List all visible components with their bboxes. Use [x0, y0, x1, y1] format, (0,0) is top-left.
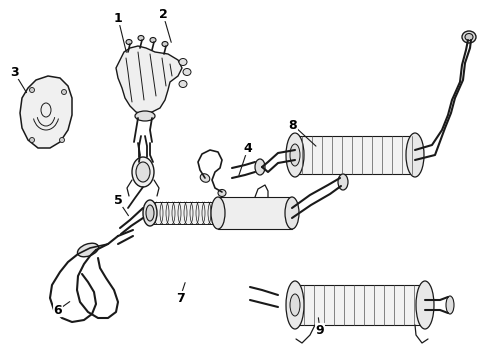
- Ellipse shape: [286, 133, 304, 177]
- Ellipse shape: [29, 138, 34, 143]
- Text: 8: 8: [289, 118, 297, 131]
- Ellipse shape: [136, 162, 150, 182]
- Polygon shape: [295, 136, 415, 174]
- Ellipse shape: [465, 33, 473, 41]
- Ellipse shape: [338, 174, 348, 190]
- Text: 2: 2: [159, 8, 168, 21]
- Polygon shape: [20, 76, 72, 148]
- Ellipse shape: [179, 81, 187, 87]
- Ellipse shape: [255, 159, 265, 175]
- Ellipse shape: [285, 197, 299, 229]
- Ellipse shape: [77, 243, 98, 257]
- Ellipse shape: [290, 294, 300, 316]
- Ellipse shape: [126, 40, 132, 45]
- Ellipse shape: [286, 281, 304, 329]
- Polygon shape: [218, 197, 292, 229]
- Ellipse shape: [462, 31, 476, 43]
- Ellipse shape: [143, 200, 157, 226]
- Text: 7: 7: [175, 292, 184, 305]
- Ellipse shape: [200, 174, 210, 182]
- Ellipse shape: [62, 90, 67, 95]
- Ellipse shape: [416, 281, 434, 329]
- Polygon shape: [152, 202, 218, 224]
- Polygon shape: [116, 46, 182, 114]
- Ellipse shape: [446, 296, 454, 314]
- Ellipse shape: [406, 133, 424, 177]
- Ellipse shape: [211, 197, 225, 229]
- Ellipse shape: [138, 36, 144, 41]
- Text: 3: 3: [10, 66, 18, 78]
- Ellipse shape: [146, 205, 154, 221]
- Ellipse shape: [135, 111, 155, 121]
- Ellipse shape: [29, 87, 34, 93]
- Text: 6: 6: [54, 303, 62, 316]
- Text: 4: 4: [244, 141, 252, 154]
- Ellipse shape: [59, 138, 65, 143]
- Text: 9: 9: [316, 324, 324, 337]
- Ellipse shape: [132, 157, 154, 187]
- Ellipse shape: [150, 37, 156, 42]
- Ellipse shape: [179, 58, 187, 66]
- Ellipse shape: [290, 144, 300, 166]
- Ellipse shape: [183, 68, 191, 76]
- Text: 1: 1: [114, 12, 122, 24]
- Ellipse shape: [218, 189, 226, 197]
- Text: 5: 5: [114, 194, 122, 207]
- Ellipse shape: [162, 41, 168, 46]
- Polygon shape: [295, 285, 425, 325]
